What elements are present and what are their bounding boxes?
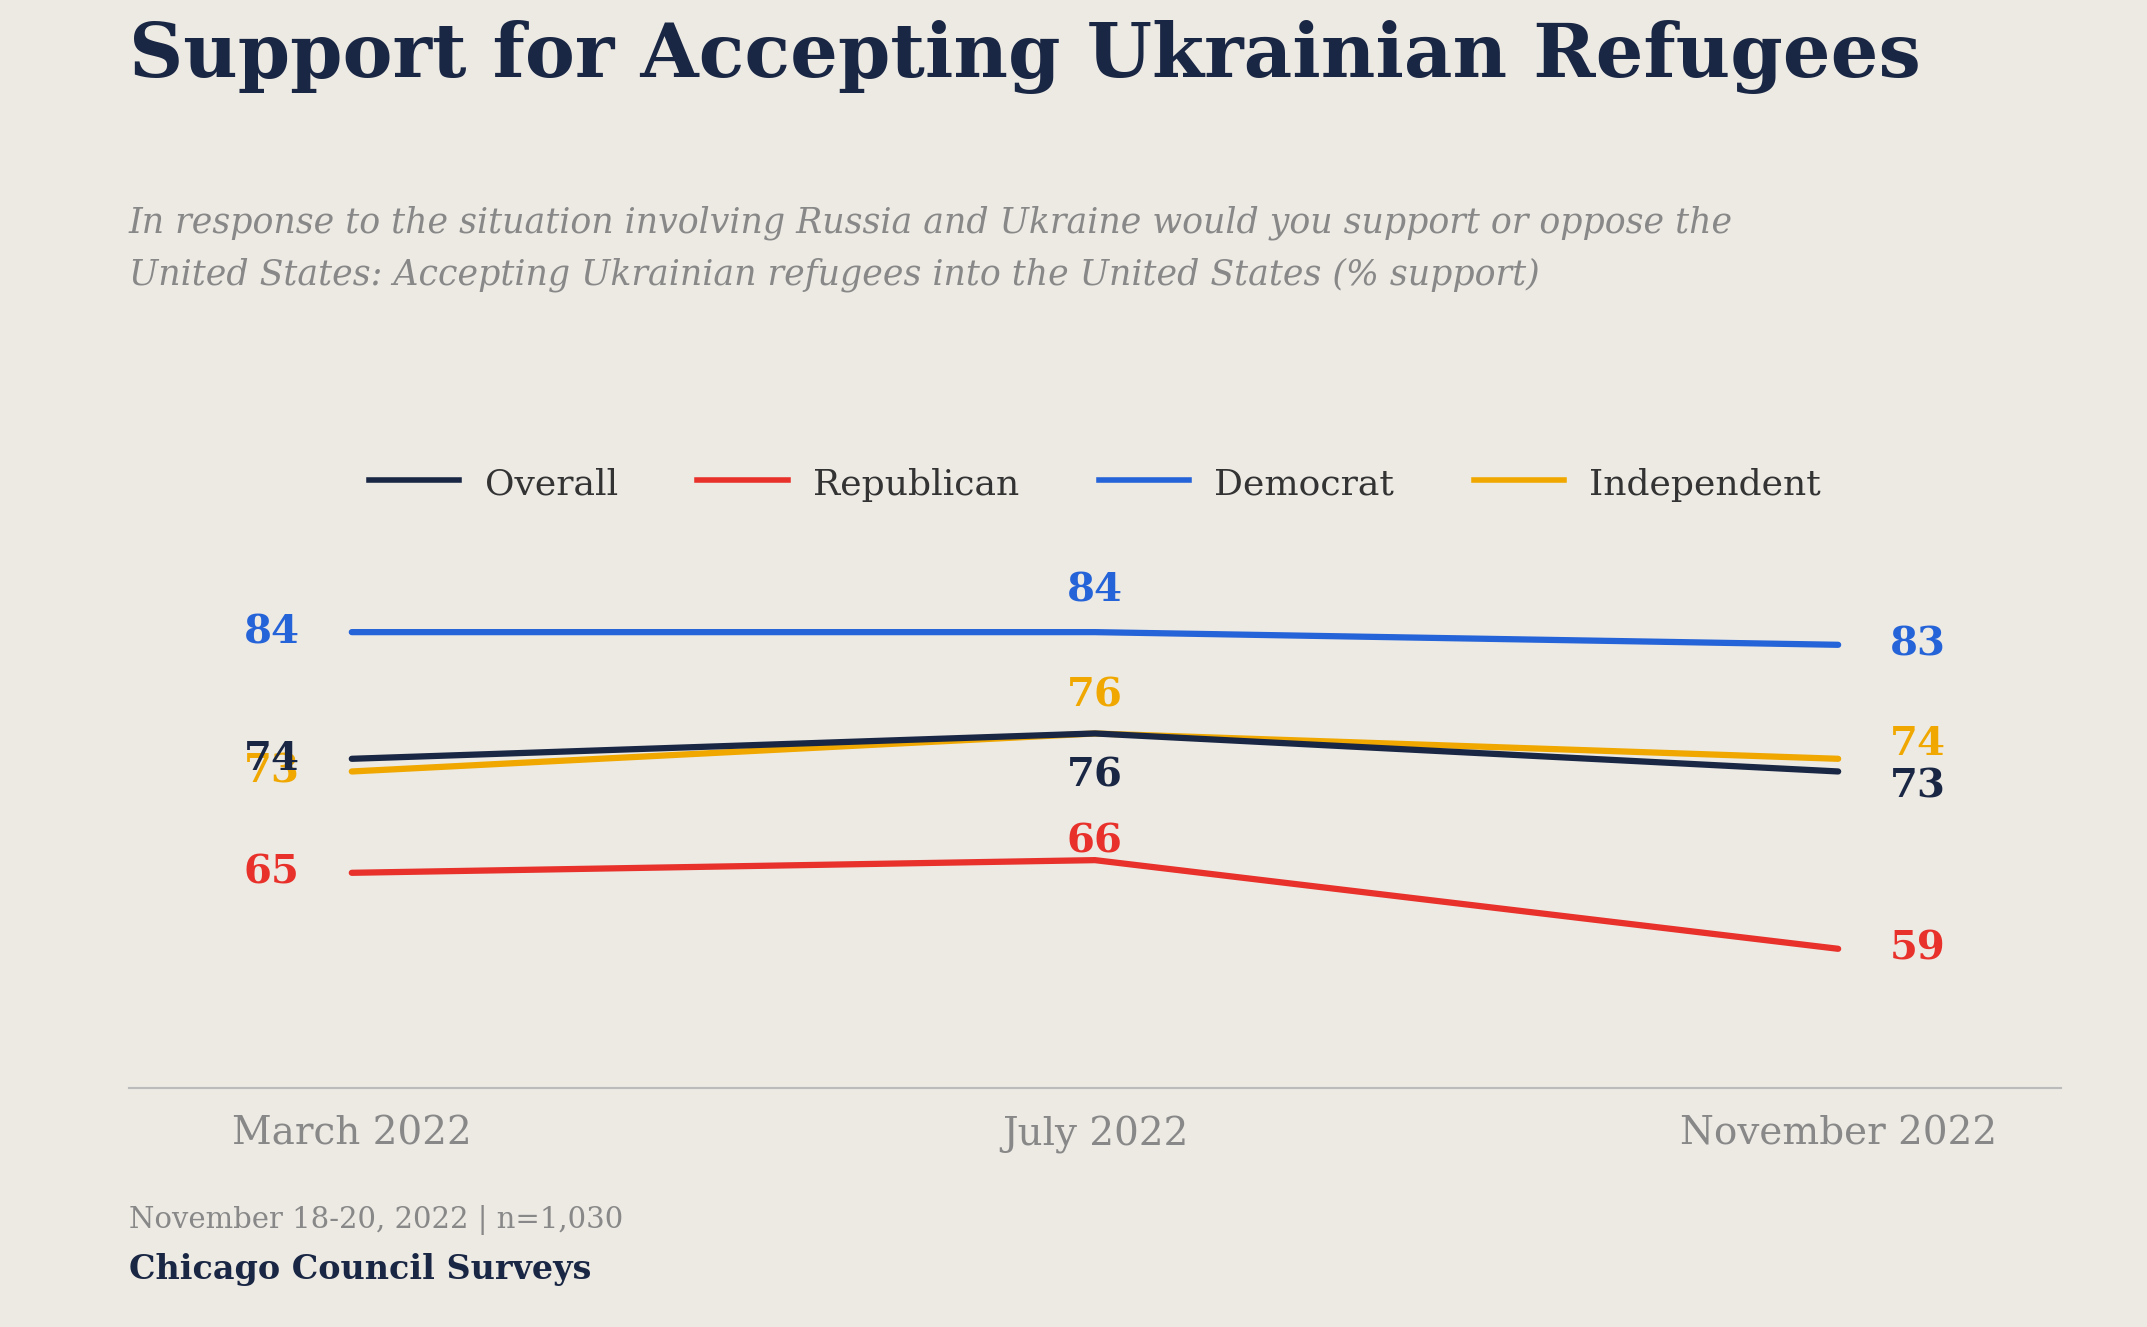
Text: 65: 65 <box>245 853 301 892</box>
Text: In response to the situation involving Russia and Ukraine would you support or o: In response to the situation involving R… <box>129 206 1733 292</box>
Text: 84: 84 <box>1067 572 1123 609</box>
Text: 76: 76 <box>1067 756 1123 795</box>
Text: Support for Accepting Ukrainian Refugees: Support for Accepting Ukrainian Refugees <box>129 20 1922 94</box>
Text: 84: 84 <box>245 613 301 652</box>
Text: 76: 76 <box>1067 677 1123 714</box>
Legend: Overall, Republican, Democrat, Independent: Overall, Republican, Democrat, Independe… <box>369 466 1821 502</box>
Text: 66: 66 <box>1067 823 1123 860</box>
Text: 74: 74 <box>1889 725 1945 763</box>
Text: 73: 73 <box>1889 768 1945 805</box>
Text: Chicago Council Surveys: Chicago Council Surveys <box>129 1253 590 1286</box>
Text: 83: 83 <box>1889 626 1945 664</box>
Text: 73: 73 <box>245 752 301 791</box>
Text: November 18-20, 2022 | n=1,030: November 18-20, 2022 | n=1,030 <box>129 1205 623 1235</box>
Text: 59: 59 <box>1889 930 1945 967</box>
Text: 74: 74 <box>245 740 301 778</box>
